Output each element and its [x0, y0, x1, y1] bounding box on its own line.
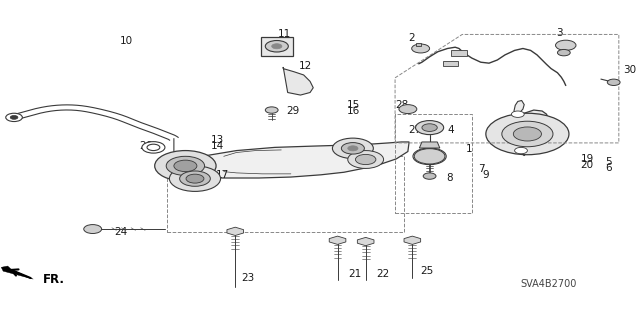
- Circle shape: [513, 127, 541, 141]
- Text: 29: 29: [286, 106, 300, 116]
- Circle shape: [84, 225, 102, 234]
- Text: 7: 7: [478, 164, 485, 174]
- Text: 25: 25: [420, 265, 434, 276]
- Text: FR.: FR.: [43, 273, 65, 286]
- Circle shape: [607, 79, 620, 85]
- Text: 3: 3: [556, 28, 563, 39]
- Bar: [451, 50, 467, 56]
- Circle shape: [348, 146, 358, 151]
- Polygon shape: [227, 227, 244, 235]
- Text: 24: 24: [114, 227, 127, 237]
- Circle shape: [341, 143, 364, 154]
- Text: SVA4B2700: SVA4B2700: [520, 279, 577, 289]
- Circle shape: [174, 160, 197, 172]
- Circle shape: [412, 44, 429, 53]
- Text: 13: 13: [211, 135, 224, 145]
- Text: 30: 30: [623, 64, 636, 75]
- Circle shape: [423, 173, 436, 179]
- Polygon shape: [1, 266, 33, 279]
- Polygon shape: [519, 147, 527, 156]
- Circle shape: [168, 161, 174, 164]
- Text: 11: 11: [278, 29, 291, 40]
- Circle shape: [266, 41, 288, 52]
- Circle shape: [186, 174, 204, 183]
- Circle shape: [170, 166, 221, 191]
- Circle shape: [142, 142, 165, 153]
- Text: 22: 22: [376, 269, 389, 279]
- Text: 17: 17: [216, 170, 229, 180]
- Text: 12: 12: [299, 61, 312, 71]
- Circle shape: [6, 113, 22, 122]
- Polygon shape: [329, 236, 346, 244]
- Text: 5: 5: [605, 157, 611, 167]
- Text: 14: 14: [211, 141, 224, 151]
- Circle shape: [348, 151, 383, 168]
- Circle shape: [556, 40, 576, 50]
- Circle shape: [158, 156, 184, 169]
- Circle shape: [332, 138, 373, 159]
- Circle shape: [355, 154, 376, 165]
- Circle shape: [422, 124, 437, 131]
- Text: 21: 21: [348, 269, 362, 279]
- Circle shape: [166, 156, 205, 175]
- Circle shape: [502, 121, 553, 147]
- Text: 8: 8: [446, 173, 453, 183]
- Text: 19: 19: [580, 154, 594, 164]
- Bar: [443, 61, 458, 66]
- Bar: [261, 37, 292, 56]
- Polygon shape: [506, 110, 548, 147]
- Polygon shape: [514, 100, 524, 117]
- Text: 31: 31: [559, 42, 573, 52]
- Text: 4: 4: [447, 125, 454, 135]
- Text: 1: 1: [465, 144, 472, 154]
- Bar: [168, 156, 404, 232]
- Circle shape: [557, 49, 570, 56]
- Text: 26: 26: [140, 141, 152, 151]
- Polygon shape: [283, 67, 313, 95]
- Text: 28: 28: [395, 100, 408, 110]
- Text: 6: 6: [605, 163, 611, 174]
- Text: 16: 16: [347, 106, 360, 116]
- Text: 9: 9: [483, 170, 489, 181]
- Polygon shape: [415, 43, 420, 46]
- Circle shape: [486, 113, 569, 155]
- Circle shape: [399, 105, 417, 114]
- Circle shape: [155, 151, 216, 181]
- Bar: [395, 114, 472, 213]
- Text: 2: 2: [408, 33, 415, 43]
- Circle shape: [511, 111, 524, 117]
- Circle shape: [414, 149, 445, 164]
- Text: 15: 15: [347, 100, 360, 110]
- Circle shape: [266, 107, 278, 113]
- Text: 20: 20: [580, 160, 593, 170]
- Polygon shape: [419, 142, 440, 148]
- Circle shape: [180, 171, 211, 186]
- Circle shape: [10, 115, 18, 119]
- Polygon shape: [404, 236, 420, 244]
- Circle shape: [415, 121, 444, 135]
- Text: 23: 23: [242, 272, 255, 283]
- Circle shape: [272, 44, 282, 49]
- Text: 27: 27: [408, 125, 421, 135]
- Circle shape: [515, 147, 527, 154]
- Polygon shape: [357, 237, 374, 246]
- Polygon shape: [170, 142, 409, 178]
- Text: 10: 10: [120, 36, 133, 46]
